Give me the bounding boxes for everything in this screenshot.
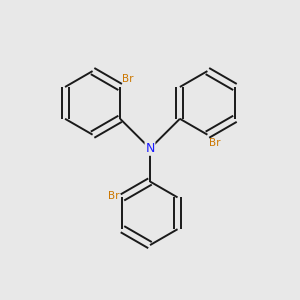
- Text: Br: Br: [122, 74, 134, 84]
- Text: Br: Br: [108, 191, 119, 201]
- Text: Br: Br: [209, 138, 220, 148]
- Text: N: N: [145, 142, 155, 155]
